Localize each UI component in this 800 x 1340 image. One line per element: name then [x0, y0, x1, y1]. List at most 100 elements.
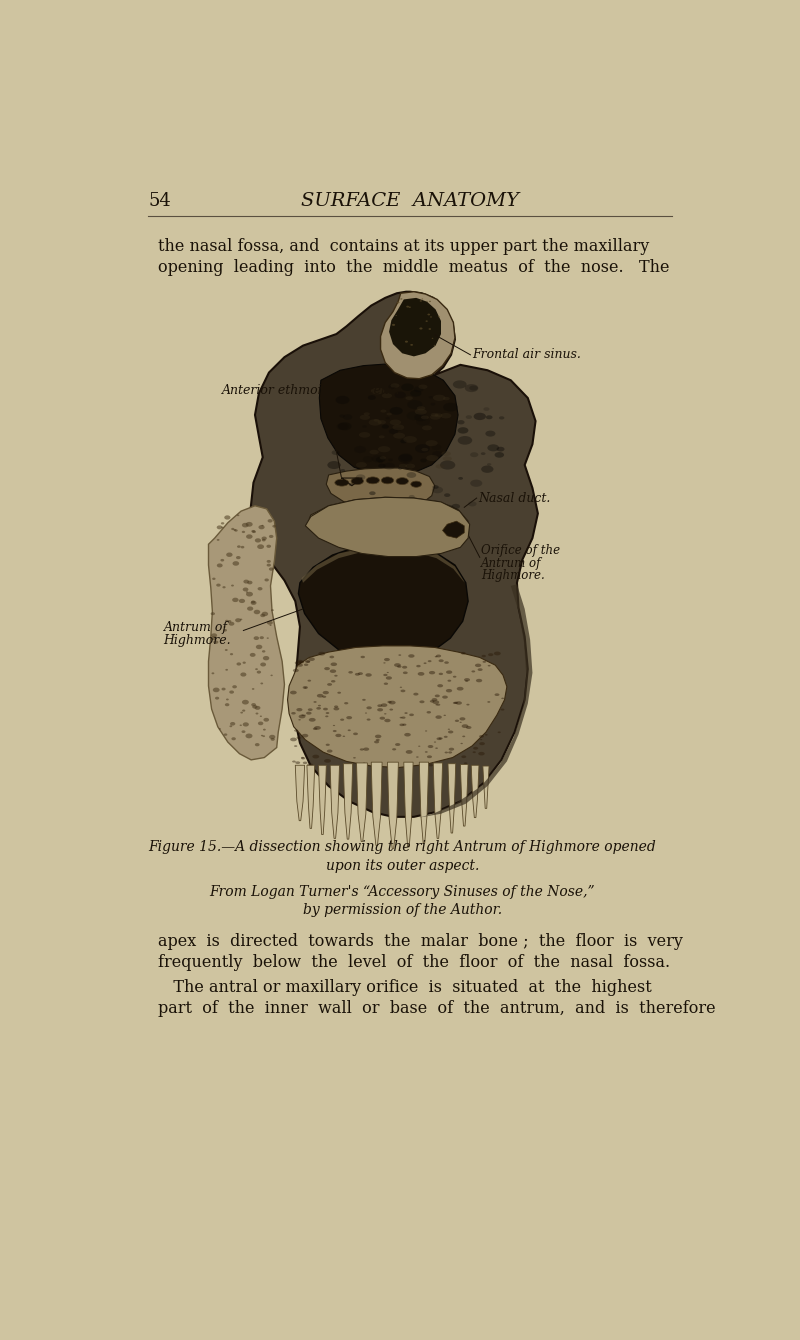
Ellipse shape [363, 748, 370, 750]
Ellipse shape [498, 732, 501, 733]
Ellipse shape [436, 704, 440, 706]
Ellipse shape [448, 730, 454, 733]
Ellipse shape [327, 749, 333, 753]
Ellipse shape [466, 415, 472, 419]
Ellipse shape [368, 395, 376, 399]
Ellipse shape [453, 381, 466, 389]
Ellipse shape [419, 701, 425, 704]
Ellipse shape [222, 586, 226, 588]
Polygon shape [448, 764, 456, 833]
Ellipse shape [353, 733, 358, 736]
Ellipse shape [441, 413, 451, 418]
Ellipse shape [479, 742, 485, 745]
Ellipse shape [459, 717, 466, 721]
Ellipse shape [389, 701, 396, 705]
Ellipse shape [410, 344, 413, 346]
Ellipse shape [402, 666, 407, 669]
Ellipse shape [267, 519, 273, 523]
Text: Anterior ethmoidal air cells.: Anterior ethmoidal air cells. [222, 383, 401, 397]
Ellipse shape [297, 737, 302, 740]
Ellipse shape [406, 411, 422, 419]
Ellipse shape [258, 587, 262, 591]
Ellipse shape [255, 744, 259, 746]
Ellipse shape [226, 552, 233, 557]
Ellipse shape [476, 679, 482, 682]
Ellipse shape [236, 556, 241, 559]
Ellipse shape [455, 720, 459, 722]
Ellipse shape [409, 713, 414, 716]
Ellipse shape [266, 560, 271, 563]
Ellipse shape [323, 708, 328, 710]
Ellipse shape [481, 465, 494, 473]
Ellipse shape [466, 704, 470, 705]
Ellipse shape [430, 699, 434, 702]
Ellipse shape [366, 706, 372, 709]
Ellipse shape [326, 712, 330, 714]
Polygon shape [460, 765, 468, 825]
Ellipse shape [394, 663, 401, 667]
Ellipse shape [233, 561, 239, 565]
Ellipse shape [363, 456, 373, 462]
Ellipse shape [442, 695, 448, 698]
Ellipse shape [465, 681, 468, 682]
Ellipse shape [379, 717, 385, 720]
Ellipse shape [242, 730, 246, 733]
Ellipse shape [239, 725, 242, 726]
Ellipse shape [438, 737, 442, 740]
Ellipse shape [419, 327, 422, 330]
Ellipse shape [449, 748, 454, 750]
Ellipse shape [255, 669, 258, 670]
Ellipse shape [430, 403, 435, 406]
Ellipse shape [360, 414, 370, 419]
Ellipse shape [296, 708, 302, 712]
Ellipse shape [258, 525, 265, 529]
Ellipse shape [226, 698, 229, 701]
Ellipse shape [494, 452, 504, 458]
Ellipse shape [399, 724, 404, 726]
Ellipse shape [386, 417, 390, 419]
Ellipse shape [262, 536, 267, 540]
Ellipse shape [378, 446, 390, 453]
Ellipse shape [269, 535, 274, 539]
Ellipse shape [387, 701, 392, 704]
Ellipse shape [392, 748, 396, 750]
Ellipse shape [414, 413, 427, 421]
Ellipse shape [337, 423, 348, 430]
Ellipse shape [306, 661, 310, 663]
Ellipse shape [302, 761, 307, 764]
Ellipse shape [291, 712, 296, 714]
Ellipse shape [330, 670, 336, 673]
Ellipse shape [260, 662, 266, 666]
Ellipse shape [481, 452, 486, 456]
Ellipse shape [395, 744, 400, 746]
Ellipse shape [446, 670, 452, 674]
Ellipse shape [366, 673, 372, 677]
Ellipse shape [246, 591, 248, 592]
Ellipse shape [230, 725, 232, 728]
Ellipse shape [308, 658, 315, 661]
Ellipse shape [211, 634, 217, 638]
Ellipse shape [224, 516, 230, 520]
Ellipse shape [488, 653, 494, 657]
Ellipse shape [468, 501, 477, 507]
Ellipse shape [247, 607, 254, 611]
Ellipse shape [478, 669, 482, 671]
Ellipse shape [436, 464, 444, 469]
Ellipse shape [429, 764, 433, 766]
Ellipse shape [380, 456, 386, 460]
Ellipse shape [494, 651, 501, 655]
Ellipse shape [260, 716, 262, 717]
Ellipse shape [361, 655, 365, 658]
Ellipse shape [401, 383, 414, 391]
Ellipse shape [297, 659, 303, 663]
Ellipse shape [351, 477, 363, 485]
Ellipse shape [257, 544, 264, 549]
Ellipse shape [364, 413, 370, 415]
Ellipse shape [314, 701, 317, 704]
Ellipse shape [370, 450, 378, 454]
Ellipse shape [442, 505, 454, 512]
Text: frequently  below  the  level  of  the  floor  of  the  nasal  fossa.: frequently below the level of the floor … [158, 954, 670, 972]
Ellipse shape [266, 544, 271, 548]
Ellipse shape [406, 472, 416, 478]
Ellipse shape [343, 414, 352, 419]
